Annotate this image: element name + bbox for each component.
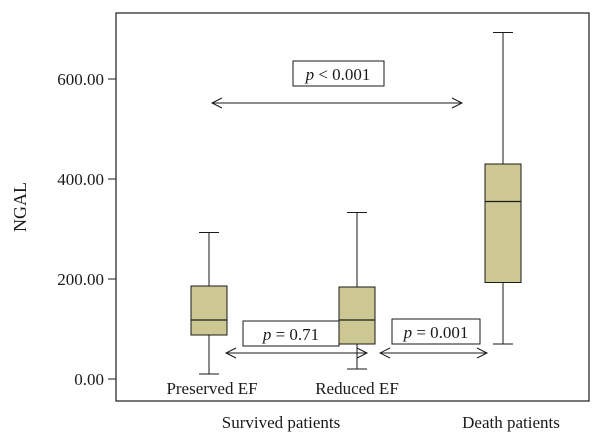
category-label-preserved-ef: Preserved EF — [166, 379, 257, 398]
box-iqr — [484, 163, 522, 283]
box-3 — [484, 32, 522, 345]
annotation-box — [391, 318, 481, 345]
y-axis-title: NGAL — [10, 182, 30, 232]
group-label-survived-patients: Survived patients — [222, 413, 341, 432]
y-tick-label: 200.00 — [57, 270, 104, 289]
y-tick-label: 0.00 — [74, 370, 104, 389]
arrowhead-left — [210, 97, 223, 109]
arrowhead-right — [451, 97, 464, 109]
arrowhead-right — [476, 347, 489, 359]
annotation-text: p = 0.001 — [403, 323, 469, 342]
plot-frame — [115, 12, 590, 402]
y-tick-label: 600.00 — [57, 70, 104, 89]
arrowhead-left — [378, 347, 391, 359]
annotation-text: p = 0.71 — [262, 325, 319, 344]
annotation-text: p < 0.001 — [305, 65, 371, 84]
annotation-box — [292, 60, 385, 87]
y-axis: 0.00 200.00 400.00 600.00 — [57, 70, 116, 389]
group-label-death-patients: Death patients — [462, 413, 560, 432]
annotation-box — [242, 320, 340, 347]
box-iqr — [338, 286, 376, 345]
box-1 — [190, 232, 228, 375]
annotation-reduced-vs-death: p = 0.001 — [378, 318, 489, 359]
arrowhead-left — [224, 347, 237, 359]
arrowhead-right — [356, 347, 369, 359]
box-iqr — [190, 285, 228, 336]
category-label-reduced-ef: Reduced EF — [315, 379, 399, 398]
box-2 — [338, 212, 376, 370]
annotation-preserved-vs-reduced: p = 0.71 — [224, 320, 369, 359]
boxes — [190, 32, 522, 375]
y-tick-label: 400.00 — [57, 170, 104, 189]
annotation-death-vs-survived: p < 0.001 — [210, 60, 464, 109]
